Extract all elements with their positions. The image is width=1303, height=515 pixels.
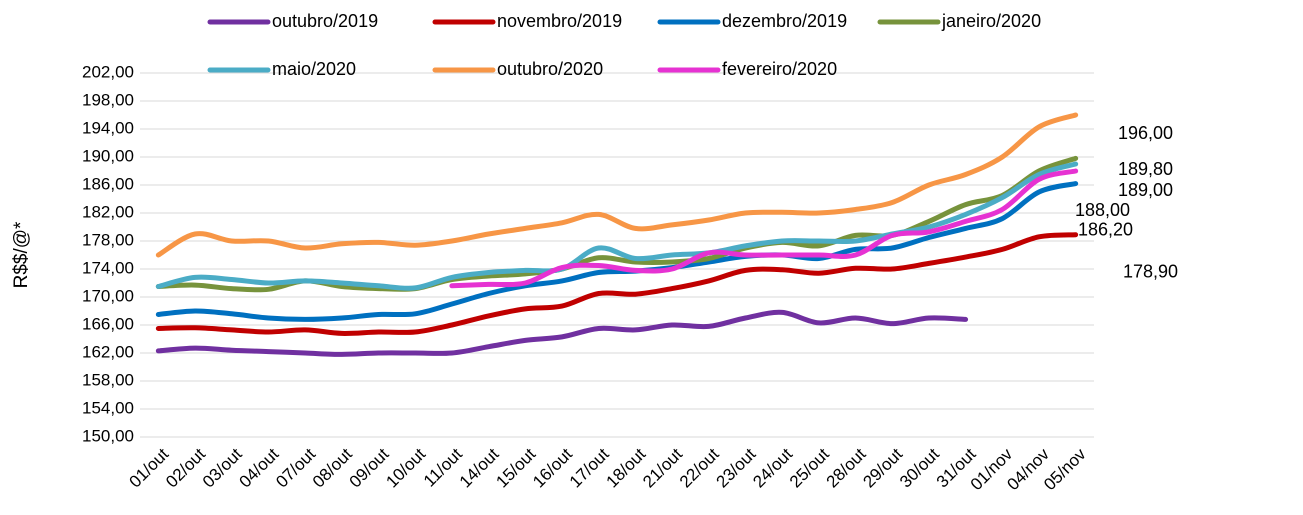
legend-label: maio/2020 [272,59,356,79]
data-label: 186,20 [1078,219,1133,239]
x-tick-label: 17/out [566,444,613,491]
y-tick-label: 174,00 [82,258,134,277]
series-line [155,112,1079,258]
x-tick-label: 15/out [492,444,539,491]
data-label: 178,90 [1123,261,1178,281]
x-tick-label: 02/out [162,444,209,491]
data-label: 188,00 [1075,200,1130,220]
x-tick-label: 05/nov [1040,444,1090,494]
legend-label: novembro/2019 [497,11,622,31]
x-tick-label: 09/out [346,444,393,491]
x-tick-label: 01/out [125,444,172,491]
x-tick-label: 25/out [786,444,833,491]
x-tick-label: 11/out [420,444,466,490]
data-label: 196,00 [1118,123,1173,143]
legend-label: outubro/2020 [497,59,603,79]
y-tick-label: 190,00 [82,146,134,165]
legend-label: fevereiro/2020 [722,59,837,79]
y-tick-label: 186,00 [82,174,134,193]
x-tick-label: 10/out [382,444,429,491]
series-line [155,232,1079,336]
x-tick-label: 14/out [456,444,503,491]
y-tick-label: 198,00 [82,90,134,109]
x-tick-label: 23/out [713,444,760,491]
legend-label: janeiro/2020 [941,11,1041,31]
x-tick-label: 18/out [602,444,649,491]
y-tick-label: 170,00 [82,286,134,305]
y-tick-label: 178,00 [82,230,134,249]
y-tick-label: 202,00 [82,62,134,81]
series-line [449,168,1079,289]
series-line [155,161,1079,291]
x-tick-label: 16/out [529,444,576,491]
y-tick-label: 182,00 [82,202,134,221]
x-tick-label: 04/out [236,444,283,491]
legend-label: dezembro/2019 [722,11,847,31]
series-line [155,181,1079,322]
x-tick-label: 21/out [639,444,686,491]
y-tick-label: 194,00 [82,118,134,137]
x-tick-label: 22/out [676,444,723,491]
data-label: 189,80 [1118,159,1173,179]
x-tick-label: 07/out [272,444,319,491]
series-line [155,309,969,357]
data-label: 189,00 [1118,180,1173,200]
y-tick-label: 150,00 [82,426,134,445]
y-tick-label: 162,00 [82,342,134,361]
y-tick-label: 158,00 [82,370,134,389]
legend-label: outubro/2019 [272,11,378,31]
x-tick-label: 08/out [309,444,356,491]
y-axis-label: R$$/@* [11,221,32,288]
y-tick-label: 166,00 [82,314,134,333]
x-tick-label: 28/out [823,444,870,491]
x-tick-label: 03/out [199,444,246,491]
x-tick-label: 24/out [749,444,796,491]
x-tick-label: 29/out [859,444,906,491]
x-tick-label: 30/out [896,444,943,491]
y-tick-label: 154,00 [82,398,134,417]
